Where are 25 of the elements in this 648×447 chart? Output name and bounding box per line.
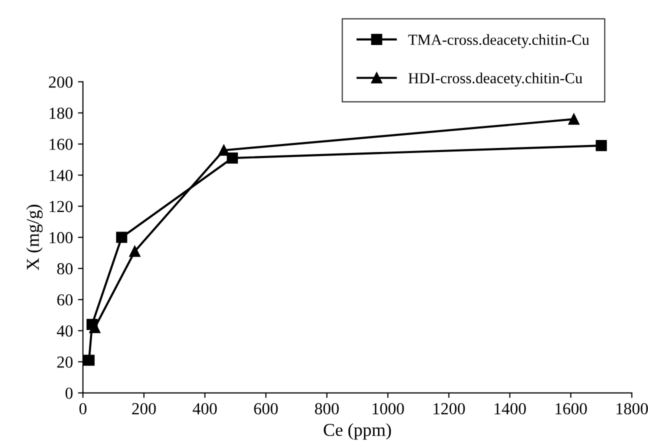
y-tick-label: 60 — [57, 294, 73, 306]
y-tick-label: 80 — [57, 263, 73, 274]
x-tick-label: 1600 — [556, 403, 587, 414]
x-tick-label: 200 — [132, 403, 156, 414]
x-tick-label: 1000 — [372, 403, 404, 414]
y-tick-label: 40 — [56, 325, 73, 337]
x-tick-label: 800 — [315, 403, 339, 414]
y-tick-label: 0 — [66, 388, 73, 399]
legend-label: HDI-cross.deacety.chitin-Cu — [408, 72, 582, 87]
legend-label: TMA-cross.deacety.chitin-Cu — [408, 34, 590, 48]
x-tick-label: 1800 — [616, 403, 648, 414]
y-tick-label: 180 — [50, 108, 73, 119]
x-tick-label: 0 — [79, 403, 86, 414]
y-tick-label: 20 — [57, 356, 73, 368]
y-axis-title: X (mg/g) — [26, 204, 43, 270]
x-tick-label: 600 — [254, 403, 278, 414]
y-tick-label: 160 — [50, 138, 73, 150]
y-tick-label: 100 — [50, 232, 73, 244]
x-tick-label: 1200 — [434, 403, 465, 414]
x-tick-label: 400 — [192, 403, 217, 414]
x-axis-title: Ce (ppm) — [324, 423, 391, 440]
y-tick-label: 140 — [50, 170, 73, 182]
x-tick-label: 1400 — [494, 403, 526, 414]
y-tick-label: 120 — [50, 200, 73, 212]
y-tick-label: 200 — [48, 76, 73, 88]
